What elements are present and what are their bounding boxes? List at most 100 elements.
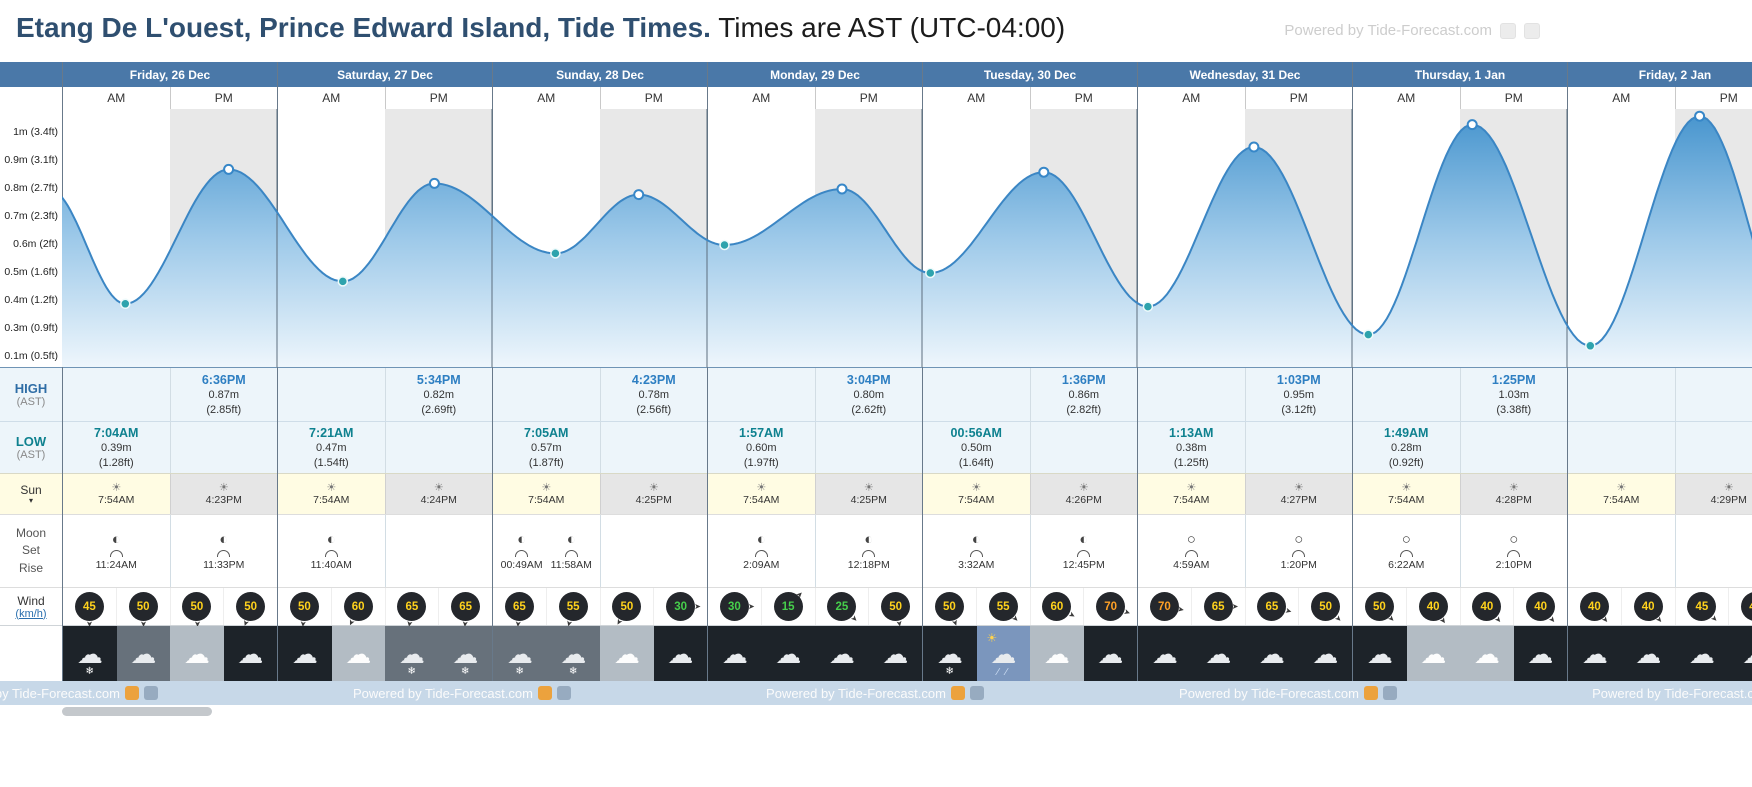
weather-row: ☁ ☁ ☁ ☁	[708, 625, 922, 681]
wind-cell: 45➤	[63, 588, 116, 627]
chart-band-am	[923, 109, 1030, 367]
moon-event-time: 1:20PM	[1280, 558, 1317, 571]
snowflake-icon: ❄	[407, 666, 416, 677]
footer-credit-link[interactable]: Powered by Tide-Forecast.com	[1179, 686, 1397, 701]
high-height-m: 0.87m	[208, 389, 240, 402]
share-icon[interactable]	[1500, 22, 1516, 39]
sunset-cell: ☀ 4:29PM	[1674, 474, 1752, 514]
location-title: Etang De L'ouest, Prince Edward Island, …	[16, 12, 711, 43]
wind-speed-badge: 65 ➤	[504, 592, 534, 627]
moon-event-time: 11:33PM	[203, 558, 245, 571]
moon-phase-icon: ○	[1509, 530, 1519, 548]
wind-cell: 50 ➤	[599, 588, 654, 627]
weather-cell: ☁ ❄	[438, 626, 492, 681]
wind-direction-arrow: ➤	[1284, 605, 1293, 616]
footer-flag-icon[interactable]	[1382, 686, 1397, 700]
snowflake-icon: ❄	[515, 666, 524, 677]
high-cell-am	[708, 368, 815, 421]
wind-speed-value: 55	[566, 600, 580, 613]
footer-credit-link[interactable]: Powered by Tide-Forecast.com	[1592, 686, 1752, 701]
y-axis-label: 1.1m (3.6ft)	[4, 109, 58, 110]
wind-speed-badge: 40 ➤	[1472, 592, 1504, 625]
powered-by-top-text[interactable]: Powered by Tide-Forecast.com	[1284, 22, 1492, 39]
wind-row: 50 ➤ 55 ➤ 60 ➤ 70 ➤	[923, 587, 1137, 627]
horizontal-scrollbar-thumb[interactable]	[62, 707, 212, 716]
page-header: Etang De L'ouest, Prince Edward Island, …	[0, 0, 1752, 62]
page-footer: Powered by Tide-Forecast.com Powered by T…	[0, 681, 1752, 705]
chart-band-pm	[1030, 109, 1137, 367]
wind-speed-badge: 60 ➤	[343, 592, 373, 627]
day-header: Tuesday, 30 Dec	[923, 62, 1137, 87]
wind-cell: 30 ➤	[708, 588, 761, 625]
footer-badge-icon[interactable]	[950, 686, 965, 700]
sunset-icon: ☀	[863, 481, 874, 494]
cloud-icon: ☁	[775, 638, 802, 669]
ampm-row: AM PM	[63, 87, 277, 109]
footer-flag-icon[interactable]	[556, 686, 571, 700]
wind-speed-badge: 45➤	[74, 592, 104, 627]
moon-rise-set-icon	[1507, 549, 1521, 557]
high-cell-am	[63, 368, 170, 421]
wind-cell: 70 ➤	[1083, 588, 1137, 625]
day-column-2: Saturday, 27 Dec AM PM 5:34PM 0.82m (2.69ft) 7…	[277, 62, 492, 681]
wind-cell: 50 ➤	[115, 588, 170, 627]
pm-label: PM	[1674, 87, 1752, 109]
wind-speed-badge: 50 ➤	[128, 592, 158, 627]
footer-credit-link[interactable]: Powered by Tide-Forecast.com	[0, 686, 158, 701]
footer-badge-icon[interactable]	[1363, 686, 1378, 700]
footer-credit-link[interactable]: Powered by Tide-Forecast.com	[353, 686, 571, 701]
footer-flag-icon[interactable]	[143, 686, 158, 700]
sunrise-event: ☀ 7:54AM	[1388, 482, 1424, 507]
low-height-ft: (0.92ft)	[1388, 456, 1424, 469]
sidebar-header-spacer	[0, 62, 62, 87]
wind-direction-arrow: ➤	[1600, 613, 1612, 625]
high-height-ft: (3.38ft)	[1496, 403, 1532, 416]
low-tide-info: 1:49AM 0.28m (0.92ft)	[1384, 425, 1428, 469]
wind-cell: 50 ➤	[1298, 588, 1352, 625]
weather-cell: ☁	[1083, 626, 1137, 681]
wind-speed-value: 50	[297, 600, 311, 613]
footer-badge-icon[interactable]	[537, 686, 552, 700]
ampm-row: AM PM	[1568, 87, 1752, 109]
high-time: 4:23PM	[631, 373, 676, 388]
wind-unit-link[interactable]: (km/h)	[15, 607, 47, 620]
moon-event: ◐ 11:24AM	[96, 532, 137, 571]
app-badge-icon[interactable]	[1524, 22, 1540, 39]
wind-row: 45 ➤ 50 ➤ 50 ➤ 50 ➤	[63, 587, 277, 627]
sunset-icon: ☀	[433, 481, 444, 494]
sunset-time: 4:27PM	[1280, 493, 1317, 506]
snowflake-icon: ❄	[85, 666, 94, 677]
weather-cell: ☁	[1298, 626, 1352, 681]
wind-speed-value: 70	[1104, 600, 1118, 613]
day-column-3: Sunday, 28 Dec AM PM 4:23PM 0.78m (2.56ft) 7:0…	[492, 62, 707, 681]
sun-expand-icon[interactable]: ▾	[28, 496, 33, 505]
footer-powered-by-text[interactable]: Powered by Tide-Forecast.com	[353, 685, 533, 701]
weather-row: ☁ ☁ ☁ ❄ ☁ ❄	[278, 625, 492, 681]
footer-credit-link[interactable]: Powered by Tide-Forecast.com	[766, 686, 984, 701]
moon-event-time: 12:18PM	[847, 558, 890, 571]
footer-badge-icon[interactable]	[124, 686, 139, 700]
high-tide-info: 3:04PM 0.80m (2.62ft)	[847, 372, 891, 416]
wind-speed-value: 45	[1695, 600, 1709, 613]
low-cell-am: 00:56AM 0.50m (1.64ft)	[923, 422, 1030, 473]
wind-cell: 40 ➤	[1405, 588, 1460, 625]
wind-speed-badge: 40 ➤	[1633, 592, 1665, 625]
footer-powered-by-text[interactable]: Powered by Tide-Forecast.com	[0, 685, 120, 701]
footer-powered-by-text[interactable]: Powered by Tide-Forecast.com	[766, 685, 946, 701]
powered-by-top[interactable]: Powered by Tide-Forecast.com	[1284, 22, 1540, 39]
weather-cell: ☁	[278, 626, 332, 681]
wind-speed-value: 40	[1534, 600, 1548, 613]
wind-cell: 65 ➤	[493, 588, 546, 627]
cloud-icon: ☁	[1688, 638, 1715, 669]
footer-powered-by-text[interactable]: Powered by Tide-Forecast.com	[1592, 685, 1752, 701]
sunset-icon: ☀	[1293, 481, 1304, 494]
footer-flag-icon[interactable]	[969, 686, 984, 700]
day-columns: Friday, 26 Dec AM PM 6:36PM 0.87m (2.85ft) 7:0…	[62, 62, 1752, 681]
wind-speed-badge: 50 ➤	[612, 592, 642, 627]
high-tide-info: 1:25PM 1.03m (3.38ft)	[1492, 372, 1536, 416]
high-tide-row: 6:36PM 0.87m (2.85ft)	[63, 367, 277, 421]
footer-powered-by-text[interactable]: Powered by Tide-Forecast.com	[1179, 685, 1359, 701]
cloud-icon: ☁	[828, 638, 855, 669]
moon-row: ◐ 11:40AM	[278, 514, 492, 587]
low-cell-am: 1:57AM 0.60m (1.97ft)	[708, 422, 815, 473]
